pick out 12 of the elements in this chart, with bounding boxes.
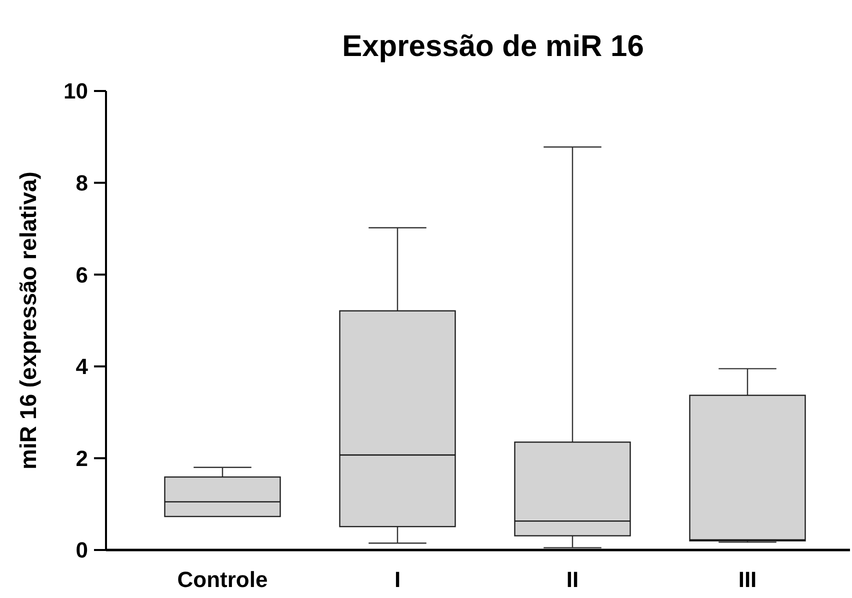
x-tick-label: Controle <box>177 567 268 592</box>
chart-title: Expressão de miR 16 <box>342 30 644 63</box>
x-tick-label: II <box>566 567 579 592</box>
x-tick-label: I <box>394 567 401 592</box>
y-tick-label: 8 <box>76 170 88 196</box>
y-tick-label: 6 <box>76 262 88 288</box>
y-axis-title: miR 16 (expressão relativa) <box>15 172 41 470</box>
y-tick-label: 0 <box>76 538 88 563</box>
y-tick-label: 10 <box>64 78 88 104</box>
y-tick-label: 4 <box>76 354 89 380</box>
x-tick-label: III <box>738 567 757 592</box>
y-tick-label: 2 <box>76 446 88 471</box>
